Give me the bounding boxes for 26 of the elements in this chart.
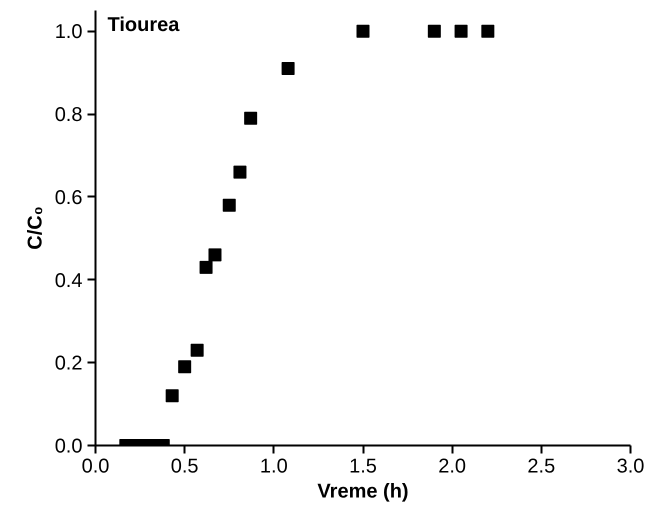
- x-tick-label: 1.5: [349, 456, 377, 478]
- point: [233, 166, 246, 179]
- point: [428, 24, 441, 38]
- annotation: Tiourea: [108, 14, 180, 36]
- point: [208, 248, 222, 262]
- y-tick-label: 0.0: [54, 436, 83, 458]
- point: [282, 62, 295, 75]
- x-tick-label: 0.0: [82, 456, 110, 478]
- x-tick-label: 2.5: [527, 456, 556, 478]
- point: [222, 198, 236, 212]
- point: [244, 112, 258, 125]
- point: [454, 24, 468, 38]
- x-tick-label: 2.0: [438, 456, 466, 478]
- y-tick-label: 0.2: [54, 352, 83, 375]
- y-tick-label: 0.4: [54, 270, 83, 292]
- x-axis-title: Vreme (h): [317, 480, 409, 502]
- point: [481, 24, 494, 38]
- point: [356, 24, 370, 38]
- x-tick-label: 0.5: [170, 456, 199, 478]
- x-tick-label: 3.0: [616, 456, 644, 478]
- y-tick-label: 0.6: [54, 186, 83, 209]
- y-tick-label: 0.8: [54, 104, 83, 126]
- x-tick-label: 1.0: [260, 456, 288, 478]
- y-axis-title: C/C₀: [24, 206, 47, 250]
- point: [200, 260, 213, 274]
- y-tick-label: 1.0: [54, 21, 83, 44]
